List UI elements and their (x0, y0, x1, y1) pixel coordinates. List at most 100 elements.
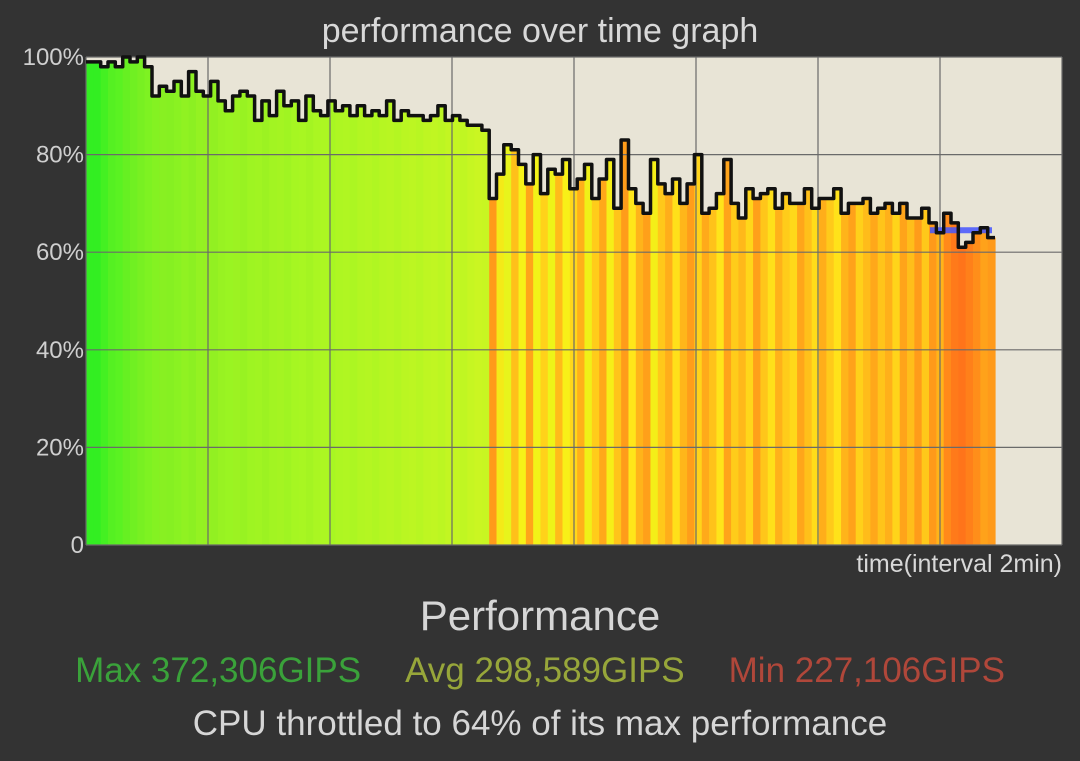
color-bar (115, 66, 124, 545)
color-bar (371, 110, 380, 546)
color-bar (386, 100, 395, 546)
color-bar (195, 91, 204, 545)
color-bar (423, 120, 432, 545)
grid-lines (85, 56, 1063, 546)
color-bar (899, 203, 908, 545)
color-bar (239, 91, 248, 545)
color-bar (848, 203, 857, 545)
color-bar (393, 120, 402, 545)
color-bar (709, 208, 718, 545)
color-bar (137, 57, 146, 545)
color-bar (276, 91, 285, 545)
color-bar (261, 100, 270, 546)
color-bar (430, 115, 439, 545)
color-bar (173, 81, 182, 546)
color-bar (100, 66, 109, 545)
color-bar (254, 120, 263, 545)
color-bar (892, 213, 901, 545)
color-bar (591, 198, 600, 545)
color-bar (767, 188, 776, 545)
color-bar (217, 100, 226, 546)
color-bar (804, 188, 813, 545)
color-bar (775, 208, 784, 545)
color-bar (283, 105, 292, 546)
color-bar (203, 96, 212, 545)
chart-title: performance over time graph (321, 12, 759, 50)
color-bar (965, 242, 974, 545)
y-tick-label: 60% (36, 239, 84, 266)
color-bar (745, 188, 754, 545)
color-bar (349, 115, 358, 545)
color-bar (247, 96, 256, 545)
color-bar (313, 110, 322, 546)
color-bar (672, 179, 681, 545)
performance-line (86, 55, 995, 250)
color-bar (687, 183, 696, 545)
color-bar (797, 203, 805, 545)
y-tick-label: 0 (71, 532, 84, 559)
color-bar (159, 86, 168, 545)
max-stat: Max 372,306GIPS (75, 651, 362, 690)
color-bar (481, 130, 490, 545)
color-bar (401, 110, 410, 546)
color-bar (107, 61, 116, 545)
color-bar (885, 203, 893, 545)
color-bar (613, 208, 622, 545)
color-bar (819, 198, 827, 545)
color-bar (452, 115, 461, 545)
color-bar (518, 164, 527, 546)
color-bar (877, 208, 886, 545)
color-bar (943, 213, 952, 545)
color-bar (826, 198, 835, 545)
color-bar (789, 203, 798, 545)
color-bar (863, 198, 871, 545)
color-bar (643, 213, 652, 545)
color-bar (225, 110, 234, 546)
color-bar (782, 193, 791, 545)
x-axis-label: time(interval 2min) (856, 550, 1062, 578)
color-bar (577, 179, 586, 545)
color-bar (599, 179, 608, 545)
color-bar (870, 213, 879, 545)
avg-stat: Avg 298,589GIPS (405, 651, 685, 690)
color-bar (951, 222, 959, 546)
color-bar (811, 208, 820, 545)
color-bar (907, 218, 915, 546)
y-tick-label: 100% (23, 44, 84, 71)
y-tick-labels: 0 20% 40% 60% 80% 100% (23, 44, 84, 559)
color-bar (496, 174, 505, 545)
color-bar (327, 100, 336, 546)
color-bar (144, 66, 153, 545)
color-bar (298, 120, 307, 545)
color-bar (93, 61, 102, 545)
avg-marker-layer (930, 227, 992, 234)
color-bar (291, 100, 300, 546)
color-bar (841, 213, 849, 545)
color-bar (760, 193, 769, 545)
color-bar (151, 96, 160, 545)
color-bar (914, 218, 923, 546)
performance-heading: Performance (419, 592, 661, 639)
color-bar (635, 203, 644, 545)
color-bar (584, 164, 593, 546)
color-bar (833, 188, 842, 545)
color-bar (738, 218, 747, 546)
color-bar (753, 198, 762, 545)
color-bar (503, 144, 512, 545)
color-bar (540, 193, 549, 545)
color-bar (86, 61, 94, 545)
color-bar (701, 213, 710, 545)
color-bar (547, 169, 556, 546)
color-bar (650, 159, 659, 546)
throttle-message: CPU throttled to 64% of its max performa… (192, 704, 888, 743)
color-bar (210, 81, 219, 546)
color-bar (731, 203, 740, 545)
color-bar (657, 183, 666, 545)
color-bar (929, 222, 937, 546)
color-bar (525, 183, 534, 545)
color-bar (357, 105, 366, 546)
y-tick-label: 40% (36, 337, 84, 364)
color-bar (459, 120, 468, 545)
color-bar (855, 203, 864, 545)
color-bar (408, 115, 417, 545)
